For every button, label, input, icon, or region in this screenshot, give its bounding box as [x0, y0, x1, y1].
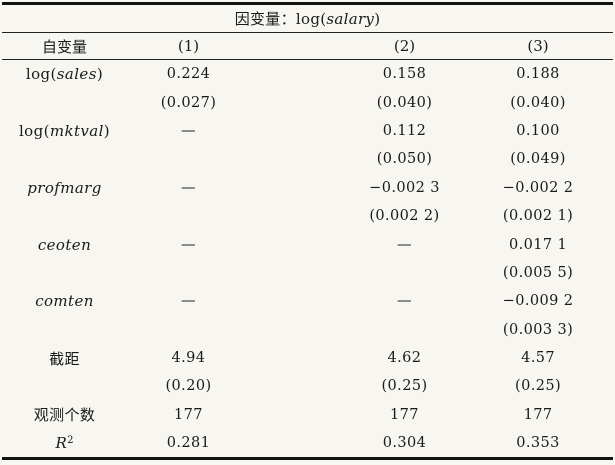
- value-cell: —: [397, 236, 412, 253]
- table-row-coef-logmktval: log(mktval) — 0.112 0.100: [2, 117, 613, 145]
- row-label-var: comten: [35, 292, 94, 311]
- row-label: log(sales): [2, 60, 127, 89]
- row-label-post: ): [103, 121, 111, 140]
- se-cell: [127, 202, 272, 230]
- value-cell: −0.002 3: [369, 179, 440, 196]
- se-cell: (0.050): [376, 151, 433, 168]
- row-label-post: ): [96, 65, 104, 84]
- value-cell: 4.57: [521, 350, 555, 367]
- value-cell: 0.188: [516, 66, 560, 83]
- se-cell: [272, 316, 477, 344]
- se-cell: (0.25): [381, 378, 428, 395]
- row-label: [2, 145, 127, 173]
- se-cell: (0.005 5): [502, 264, 574, 281]
- value-cell: 0.100: [516, 122, 560, 139]
- table-row-se-intercept: (0.20) (0.25) (0.25): [2, 372, 613, 400]
- row-label-pre: log(: [18, 121, 50, 140]
- table-row-se-comten: (0.003 3): [2, 316, 613, 344]
- table-row-se-ceoten: (0.005 5): [2, 259, 613, 287]
- row-label: ceoten: [2, 230, 127, 258]
- se-cell: (0.049): [510, 151, 566, 168]
- value-cell: —: [181, 122, 196, 139]
- row-label: [2, 372, 127, 400]
- table-row-coef-comten: comten — — −0.009 2: [2, 287, 613, 315]
- row-label-var: R: [55, 434, 68, 453]
- row-label-pre: 截距: [49, 349, 80, 368]
- value-cell: 4.94: [171, 350, 206, 367]
- row-label-sup: 2: [67, 435, 74, 447]
- independent-variable-header: 自变量: [2, 32, 127, 60]
- row-label-var: mktval: [49, 121, 104, 140]
- value-cell: —: [181, 179, 196, 196]
- value-cell: 4.62: [387, 350, 422, 367]
- table-title-row: 因变量：log(salary): [2, 3, 614, 33]
- se-cell: (0.002 1): [502, 208, 574, 225]
- table-row-coef-intercept: 截距 4.94 4.62 4.57: [2, 344, 613, 372]
- row-label: [2, 259, 127, 287]
- row-label: [2, 202, 127, 230]
- table-row-observations: 观测个数 177 177 177: [2, 401, 613, 429]
- dependent-variable-title: 因变量：log(salary): [2, 3, 614, 33]
- table-row-coef-ceoten: ceoten — — 0.017 1: [2, 230, 613, 258]
- se-cell: [272, 259, 477, 287]
- value-cell: 0.353: [516, 435, 560, 452]
- se-cell: (0.002 2): [369, 208, 440, 225]
- value-cell: −0.009 2: [502, 293, 574, 310]
- table-row-coef-profmarg: profmarg — −0.002 3 −0.002 2: [2, 174, 613, 202]
- value-cell: 0.158: [382, 66, 427, 83]
- row-label: log(mktval): [2, 117, 127, 145]
- value-cell: 177: [390, 406, 419, 423]
- title-variable: salary: [326, 10, 375, 28]
- value-cell: —: [181, 236, 196, 253]
- table-row-se-profmarg: (0.002 2) (0.002 1): [2, 202, 613, 230]
- title-close: ): [374, 10, 381, 28]
- se-cell: (0.20): [165, 378, 212, 395]
- row-label-pre: 观测个数: [33, 406, 96, 425]
- row-label: profmarg: [2, 174, 127, 202]
- row-label: R2: [2, 429, 127, 459]
- table-row-r-squared: R2 0.281 0.304 0.353: [2, 429, 613, 459]
- table-row-se-logmktval: (0.050) (0.049): [2, 145, 613, 173]
- title-text: 因变量：log(: [234, 10, 327, 28]
- value-cell: 0.281: [166, 435, 211, 452]
- table-row-se-logsales: (0.027) (0.040) (0.040): [2, 88, 613, 116]
- column-header-model-1: (1): [127, 32, 272, 60]
- row-label-pre: log(: [25, 65, 57, 84]
- se-cell: (0.25): [515, 378, 562, 395]
- row-label-var: profmarg: [27, 178, 102, 197]
- column-header-row: 自变量 (1) (2) (3): [2, 32, 614, 60]
- se-cell: [127, 259, 272, 287]
- row-label-var: sales: [56, 65, 97, 84]
- se-cell: [127, 316, 272, 344]
- value-cell: 0.224: [166, 66, 211, 83]
- column-header-model-3: (3): [477, 32, 614, 60]
- column-header-model-2: (2): [272, 32, 477, 60]
- value-cell: −0.002 2: [502, 179, 574, 196]
- row-label: 观测个数: [2, 401, 127, 429]
- row-label: [2, 88, 127, 116]
- table-row-coef-logsales: log(sales) 0.224 0.158 0.188: [2, 60, 613, 89]
- se-cell: [127, 145, 272, 173]
- value-cell: 0.304: [382, 435, 427, 452]
- value-cell: 0.112: [382, 122, 427, 139]
- row-label: 截距: [2, 344, 127, 372]
- value-cell: 177: [174, 406, 203, 423]
- value-cell: 0.017 1: [508, 236, 568, 253]
- se-cell: (0.040): [376, 94, 433, 111]
- se-cell: (0.003 3): [502, 321, 574, 338]
- value-cell: —: [181, 293, 196, 310]
- row-label: [2, 316, 127, 344]
- value-cell: 177: [523, 406, 553, 423]
- se-cell: (0.027): [160, 94, 217, 111]
- value-cell: —: [397, 293, 412, 310]
- se-cell: (0.040): [510, 94, 566, 111]
- row-label: comten: [2, 287, 127, 315]
- row-label-var: ceoten: [37, 235, 92, 254]
